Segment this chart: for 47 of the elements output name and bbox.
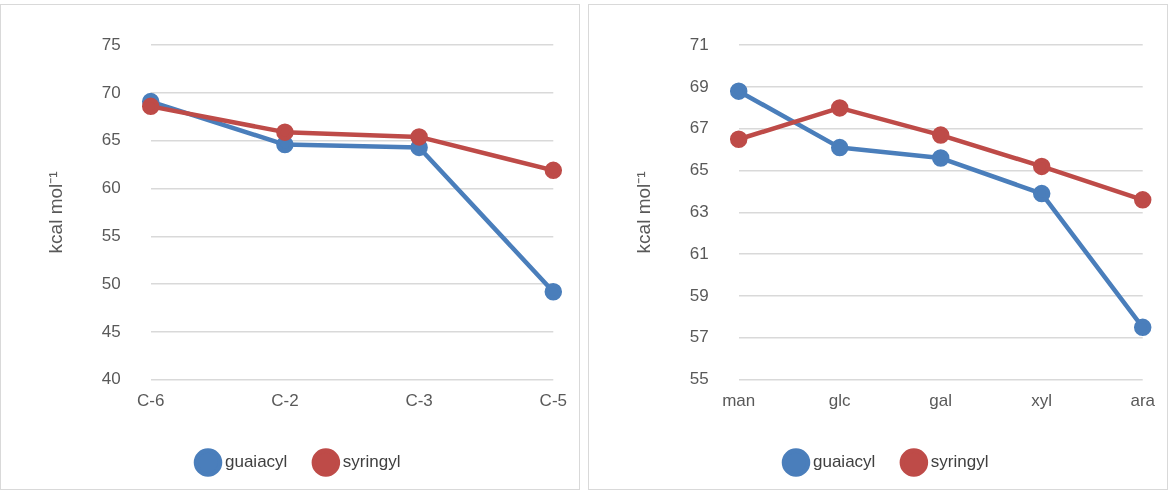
x-tick-label: ara	[1130, 391, 1156, 411]
y-tick-label: 63	[689, 202, 709, 222]
legend-label: syringyl	[930, 452, 989, 472]
point	[931, 149, 950, 167]
x-tick-label: C-6	[137, 391, 165, 411]
point	[729, 82, 748, 100]
point	[830, 138, 849, 157]
y-axis-title: kcal mol⁻¹	[44, 171, 66, 254]
x-tick-label: xyl	[1031, 391, 1053, 411]
y-tick-label: 57	[689, 327, 709, 347]
legend-label: guaiacyl	[813, 452, 876, 472]
y-tick-label: 45	[101, 321, 121, 341]
y-tick-label: 71	[689, 34, 709, 54]
y-tick-label: 60	[101, 178, 121, 198]
y-tick-label: 67	[689, 118, 709, 138]
y-tick-label: 65	[101, 130, 121, 150]
x-tick-label: gal	[929, 391, 953, 411]
point	[931, 126, 950, 144]
x-tick-label: C-3	[405, 391, 433, 411]
y-tick-label: 70	[101, 82, 121, 102]
legend-label: guaiacyl	[225, 452, 288, 472]
point	[141, 97, 160, 116]
point	[1133, 318, 1152, 337]
x-tick-label: glc	[828, 391, 852, 411]
y-axis-title: kcal mol⁻¹	[632, 171, 654, 254]
x-tick-label: man	[722, 391, 756, 411]
point	[544, 161, 563, 180]
point	[410, 128, 428, 146]
point	[1032, 184, 1051, 203]
y-tick-label: 50	[101, 273, 121, 293]
x-tick-label: C-5	[539, 391, 568, 411]
point	[544, 282, 563, 301]
y-tick-label: 55	[101, 225, 121, 245]
point	[729, 130, 748, 148]
y-tick-label: 59	[689, 285, 709, 305]
point	[830, 99, 849, 117]
y-tick-label: 40	[101, 369, 121, 389]
y-tick-label: 69	[689, 76, 709, 96]
point	[276, 123, 294, 141]
point	[1133, 191, 1152, 209]
point	[1032, 157, 1051, 176]
x-tick-label: C-2	[271, 391, 299, 411]
y-tick-label: 61	[689, 243, 709, 263]
legend-label: syringyl	[342, 452, 401, 472]
y-tick-label: 75	[101, 34, 121, 54]
y-tick-label: 65	[689, 160, 709, 180]
y-tick-label: 55	[689, 369, 709, 389]
